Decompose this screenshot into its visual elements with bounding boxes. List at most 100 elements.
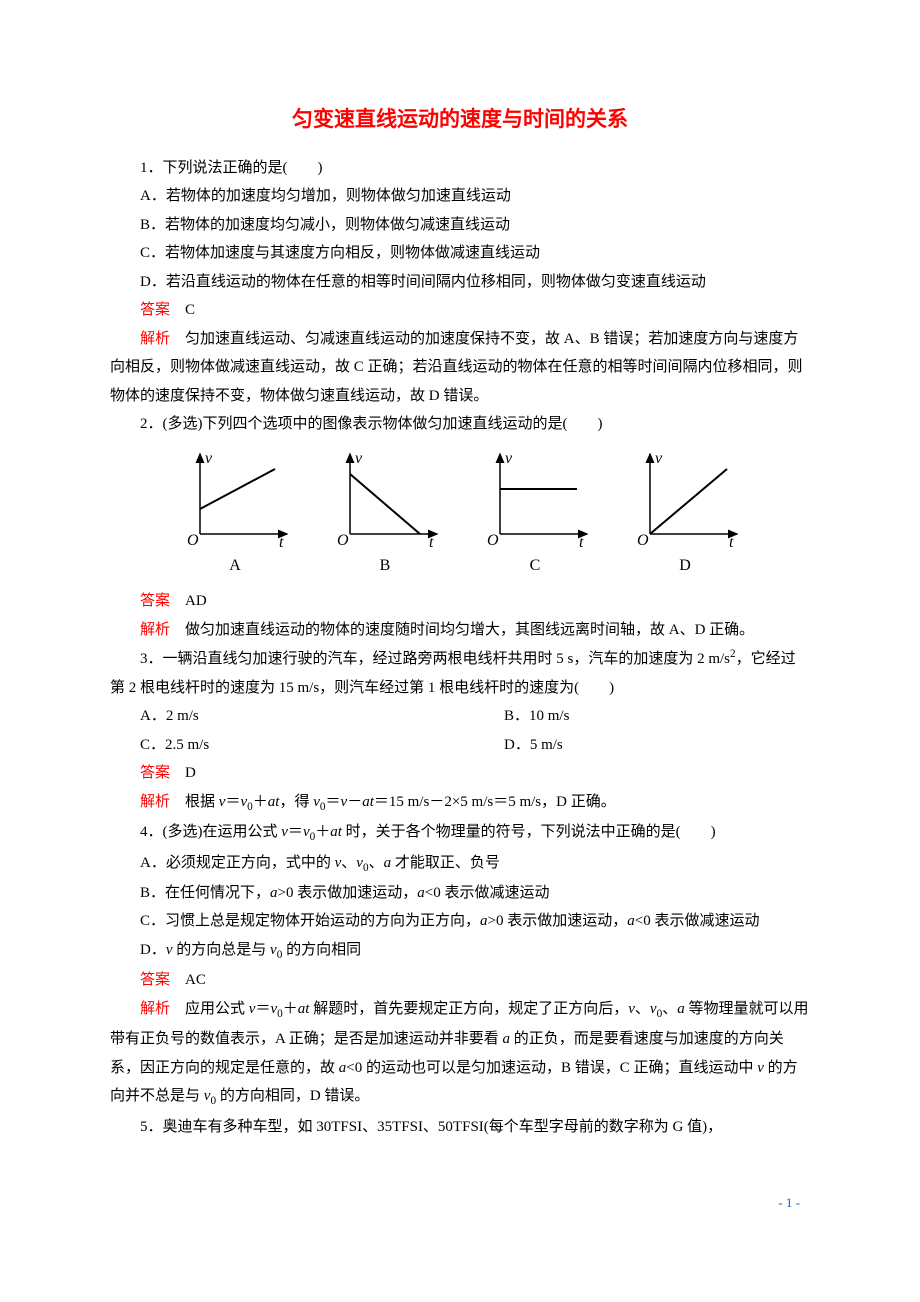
eq2: ＝ [326,794,341,810]
q4-stem-a: 4．(多选)在运用公式 [140,824,281,840]
q1-answer: 答案 C [110,296,810,325]
svg-text:t: t [429,534,434,549]
graph-b: v t O B [325,449,445,581]
svg-text:t: t [279,534,284,549]
sep2: 、 [662,1001,677,1017]
svg-text:t: t [579,534,584,549]
sym-a3: a [503,1031,511,1047]
e-g: 的方向相同，D 错误。 [216,1088,369,1104]
eq: ＝ [288,824,303,840]
q3-stem-a: 3．一辆沿直线匀加速行驶的汽车，经过路旁两根电线杆共用时 5 s，汽车的加速度为… [140,651,730,667]
svg-text:v: v [355,450,363,467]
q2-stem: 2．(多选)下列四个选项中的图像表示物体做匀加速直线运动的是( ) [110,410,810,439]
q3-option-c: C．2.5 m/s [110,731,504,760]
sym-v2: v [628,1001,635,1017]
eq: ＝ [225,794,240,810]
answer-value: AD [170,593,207,609]
sym-v0: v [356,855,363,871]
sym-v: v [281,824,288,840]
exp-a: 根据 [170,794,219,810]
eq: ＝ [255,1001,270,1017]
svg-text:v: v [505,450,513,467]
q4-option-b: B．在任何情况下，a>0 表示做加速运动，a<0 表示做减速运动 [110,879,810,908]
q1-option-c: C．若物体加速度与其速度方向相反，则物体做减速直线运动 [110,239,810,268]
a-b: 才能取正、负号 [391,855,500,871]
answer-label: 答案 [140,972,170,988]
answer-label: 答案 [140,302,170,318]
svg-text:O: O [337,532,349,549]
plus: ＋ [283,1001,298,1017]
explanation-text: 做匀加速直线运动的物体的速度随时间均匀增大，其图线远离时间轴，故 A、D 正确。 [170,622,754,638]
c-c: <0 表示做减速运动 [635,913,760,929]
sym-a: a [270,885,278,901]
graph-a-svg: v t O [175,449,295,549]
q4-option-c: C．习惯上总是规定物体开始运动的方向为正方向，a>0 表示做加速运动，a<0 表… [110,907,810,936]
c-b: >0 表示做加速运动， [488,913,628,929]
graph-c-caption: C [530,551,541,581]
q1-stem: 1．下列说法正确的是( ) [110,154,810,183]
sym-a2: a [677,1001,685,1017]
sym-v0: v [270,942,277,958]
sep1: 、 [635,1001,650,1017]
graph-b-svg: v t O [325,449,445,549]
exp-c: ＝15 m/s－2×5 m/s＝5 m/s，D 正确。 [374,794,616,810]
q1-explanation: 解析 匀加速直线运动、匀减速直线运动的加速度保持不变，故 A、B 错误；若加速度… [110,325,810,411]
svg-text:O: O [637,532,649,549]
q4-answer: 答案 AC [110,966,810,995]
svg-text:O: O [187,532,199,549]
sym-v0: v [303,824,310,840]
e-a: 应用公式 [170,1001,249,1017]
q3-options-row1: A．2 m/s B．10 m/s [110,702,810,731]
q3-stem: 3．一辆沿直线匀加速行驶的汽车，经过路旁两根电线杆共用时 5 s，汽车的加速度为… [110,644,810,702]
sym-a2: a [627,913,635,929]
b-c: <0 表示做减速运动 [425,885,550,901]
graph-d-caption: D [679,551,691,581]
sym-v02: v [650,1001,657,1017]
explanation-label: 解析 [140,331,170,347]
svg-text:O: O [487,532,499,549]
q2-answer: 答案 AD [110,587,810,616]
answer-value: C [170,302,195,318]
c-a: C．习惯上总是规定物体开始运动的方向为正方向， [140,913,480,929]
graph-b-caption: B [380,551,391,581]
graph-c: v t O C [475,449,595,581]
q5-stem: 5．奥迪车有多种车型，如 30TFSI、35TFSI、50TFSI(每个车型字母… [110,1113,810,1142]
sym-v3: v [757,1060,764,1076]
q1-option-d: D．若沿直线运动的物体在任意的相等时间间隔内位移相同，则物体做匀变速直线运动 [110,268,810,297]
e-e: <0 的运动也可以是匀加速运动，B 错误，C 正确；直线运动中 [346,1060,757,1076]
graph-d: v t O D [625,449,745,581]
q3-explanation: 解析 根据 v＝v0＋at，得 v0＝v－at＝15 m/s－2×5 m/s＝5… [110,788,810,818]
q3-option-d: D．5 m/s [504,731,810,760]
q3-option-a: A．2 m/s [110,702,504,731]
q4-stem-b: 时，关于各个物理量的符号，下列说法中正确的是( ) [342,824,716,840]
sep2: 、 [369,855,384,871]
explanation-text: 匀加速直线运动、匀减速直线运动的加速度保持不变，故 A、B 错误；若加速度方向与… [110,331,803,404]
q1-option-a: A．若物体的加速度均匀增加，则物体做匀加速直线运动 [110,182,810,211]
q4-explanation: 解析 应用公式 v＝v0＋at 解题时，首先要规定正方向，规定了正方向后，v、v… [110,995,810,1113]
graph-c-svg: v t O [475,449,595,549]
explanation-label: 解析 [140,1001,170,1017]
sym-a: a [384,855,392,871]
explanation-label: 解析 [140,794,170,810]
d-b: 的方向总是与 [173,942,271,958]
answer-value: AC [170,972,206,988]
q4-option-a: A．必须规定正方向，式中的 v、v0、a 才能取正、负号 [110,849,810,879]
exp-b: ，得 [279,794,313,810]
q1-option-b: B．若物体的加速度均匀减小，则物体做匀减速直线运动 [110,211,810,240]
plus: ＋ [315,824,330,840]
graph-a-caption: A [229,551,241,581]
b-a: B．在任何情况下， [140,885,270,901]
q4-stem: 4．(多选)在运用公式 v＝v0＋at 时，关于各个物理量的符号，下列说法中正确… [110,818,810,848]
page-title: 匀变速直线运动的速度与时间的关系 [110,100,810,140]
sym-a: a [330,824,338,840]
d-c: 的方向相同 [282,942,361,958]
q3-answer: 答案 D [110,759,810,788]
b-b: >0 表示做加速运动， [278,885,418,901]
d-a: D． [140,942,166,958]
explanation-label: 解析 [140,622,170,638]
minus: － [347,794,362,810]
q2-graphs: v t O A v t O B [110,449,810,581]
sym-v: v [166,942,173,958]
sym-a: a [480,913,488,929]
plus: ＋ [253,794,268,810]
